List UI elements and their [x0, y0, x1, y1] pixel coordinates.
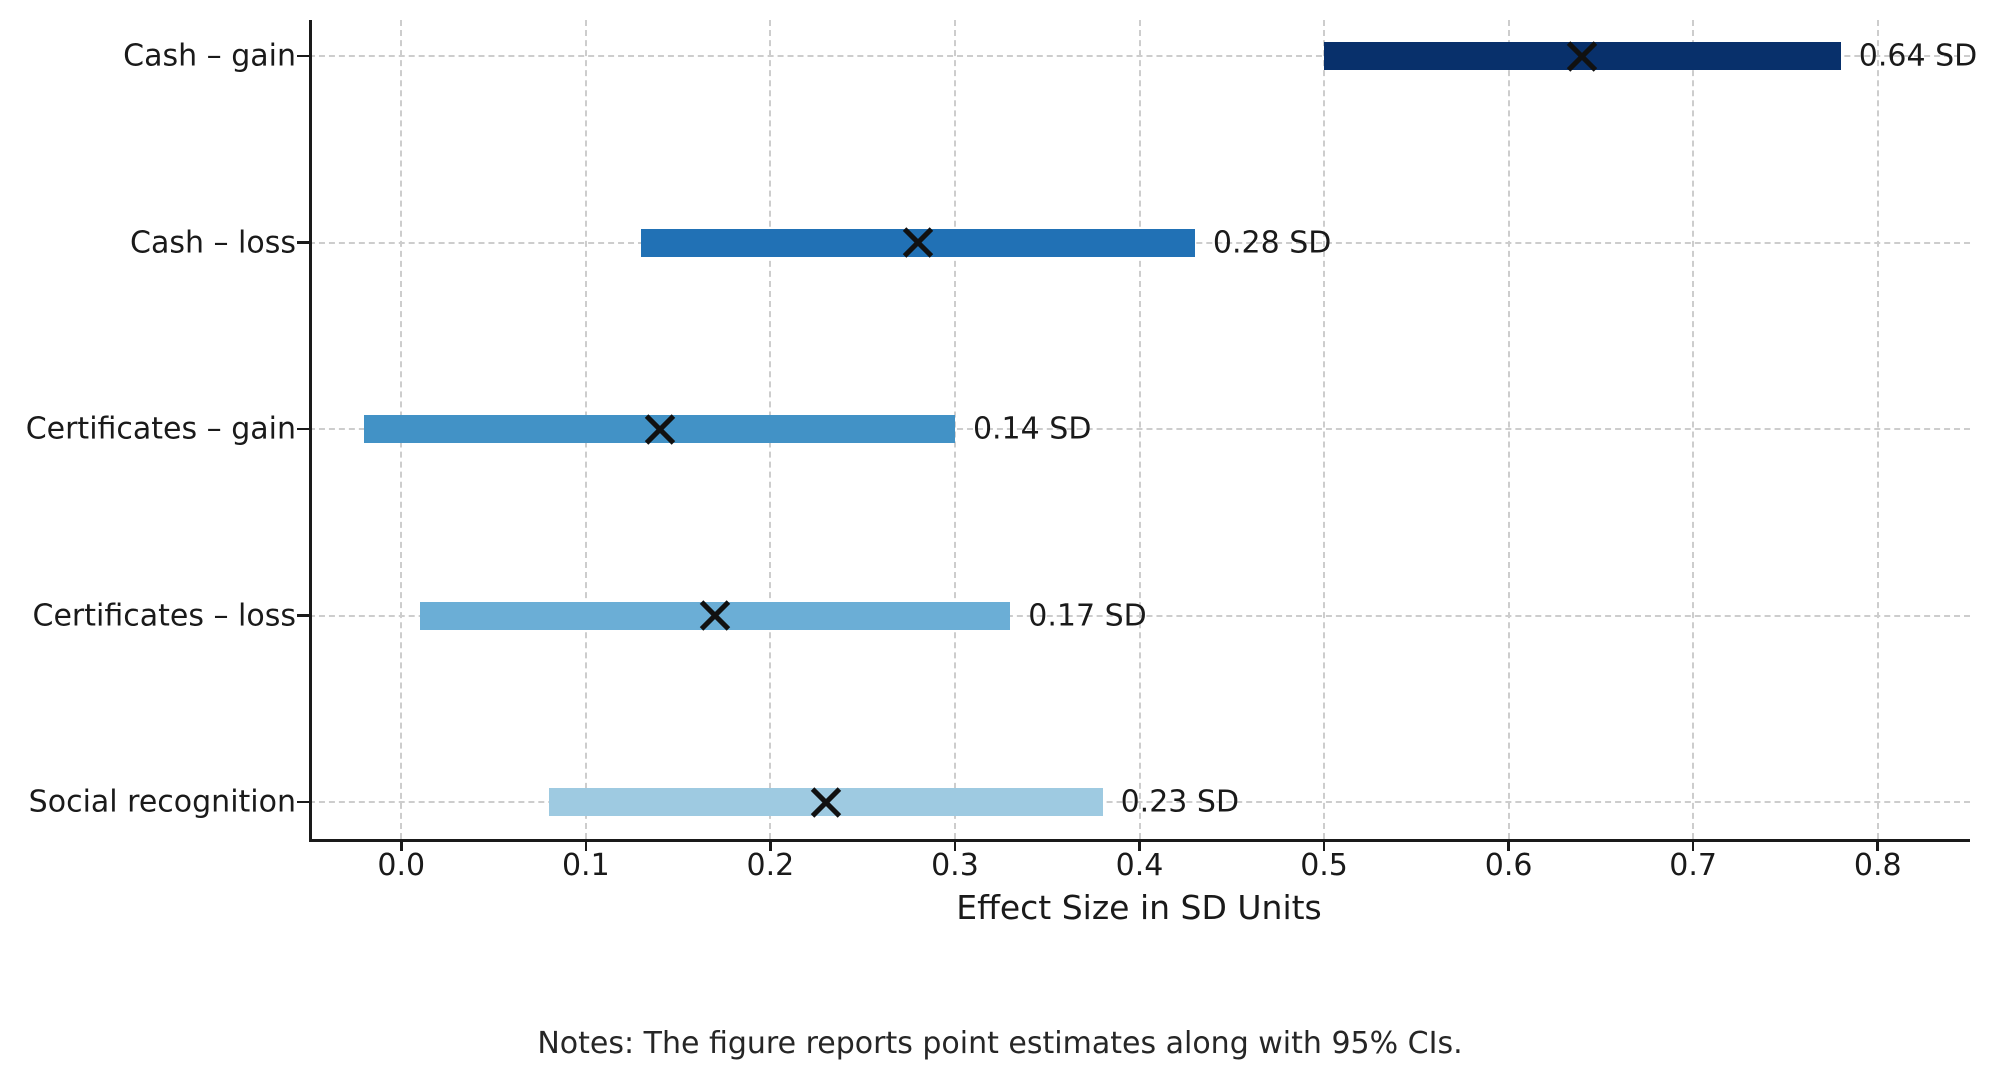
- y-axis-spine: [309, 20, 312, 842]
- estimate-value-label: 0.14 SD: [972, 411, 1092, 447]
- x-axis-tick-label: 0.5: [1300, 848, 1348, 883]
- x-axis-tick-label: 0.3: [931, 848, 979, 883]
- x-axis-tick-label: 0.1: [561, 848, 610, 883]
- y-axis-tick: [297, 614, 309, 617]
- y-axis-tick: [297, 241, 309, 244]
- estimate-value-label: 0.23 SD: [1120, 784, 1240, 820]
- x-axis-tick: [1691, 839, 1695, 851]
- x-axis-tick-label: 0.4: [1115, 848, 1164, 883]
- x-axis-tick-label: 0.2: [746, 848, 795, 883]
- point-estimate-marker: [696, 597, 734, 635]
- vertical-gridline: [1876, 20, 1879, 839]
- vertical-gridline: [953, 20, 956, 839]
- vertical-gridline: [1138, 20, 1141, 839]
- x-axis-tick: [400, 839, 403, 851]
- point-estimate-marker: [899, 224, 937, 262]
- category-label: Certificates – loss: [32, 598, 296, 633]
- x-axis-tick: [953, 839, 957, 851]
- y-axis-tick: [297, 427, 309, 431]
- x-axis-title: Effect Size in SD Units: [956, 888, 1322, 927]
- point-estimate-marker: [641, 410, 679, 448]
- x-axis-tick-label: 0.0: [377, 848, 426, 883]
- x-axis-tick: [1322, 839, 1326, 851]
- category-label: Certificates – gain: [25, 411, 296, 447]
- y-axis-tick: [297, 54, 309, 58]
- point-estimate-marker: [807, 783, 845, 821]
- x-axis-tick: [1876, 839, 1879, 851]
- point-estimate-marker: [1563, 37, 1601, 75]
- x-axis-tick-label: 0.6: [1484, 848, 1533, 883]
- x-axis-tick: [584, 839, 588, 851]
- category-label: Cash – gain: [123, 38, 296, 74]
- x-axis-tick: [1138, 839, 1141, 851]
- x-axis-spine: [309, 839, 1970, 842]
- estimate-value-label: 0.17 SD: [1028, 598, 1147, 633]
- vertical-gridline: [1692, 20, 1695, 839]
- estimate-value-label: 0.28 SD: [1212, 225, 1332, 260]
- y-axis-tick: [297, 800, 309, 804]
- vertical-gridline: [1323, 20, 1326, 839]
- estimate-value-label: 0.64 SD: [1858, 38, 1978, 74]
- x-axis-tick: [769, 839, 772, 851]
- x-axis-tick-label: 0.7: [1669, 848, 1718, 883]
- figure-note: Notes: The figure reports point estimate…: [537, 1026, 1463, 1061]
- x-axis-tick-label: 0.8: [1853, 848, 1902, 883]
- category-label: Social recognition: [28, 784, 296, 820]
- category-label: Cash – loss: [130, 225, 296, 260]
- x-axis-tick: [1507, 839, 1510, 851]
- vertical-gridline: [1507, 20, 1510, 839]
